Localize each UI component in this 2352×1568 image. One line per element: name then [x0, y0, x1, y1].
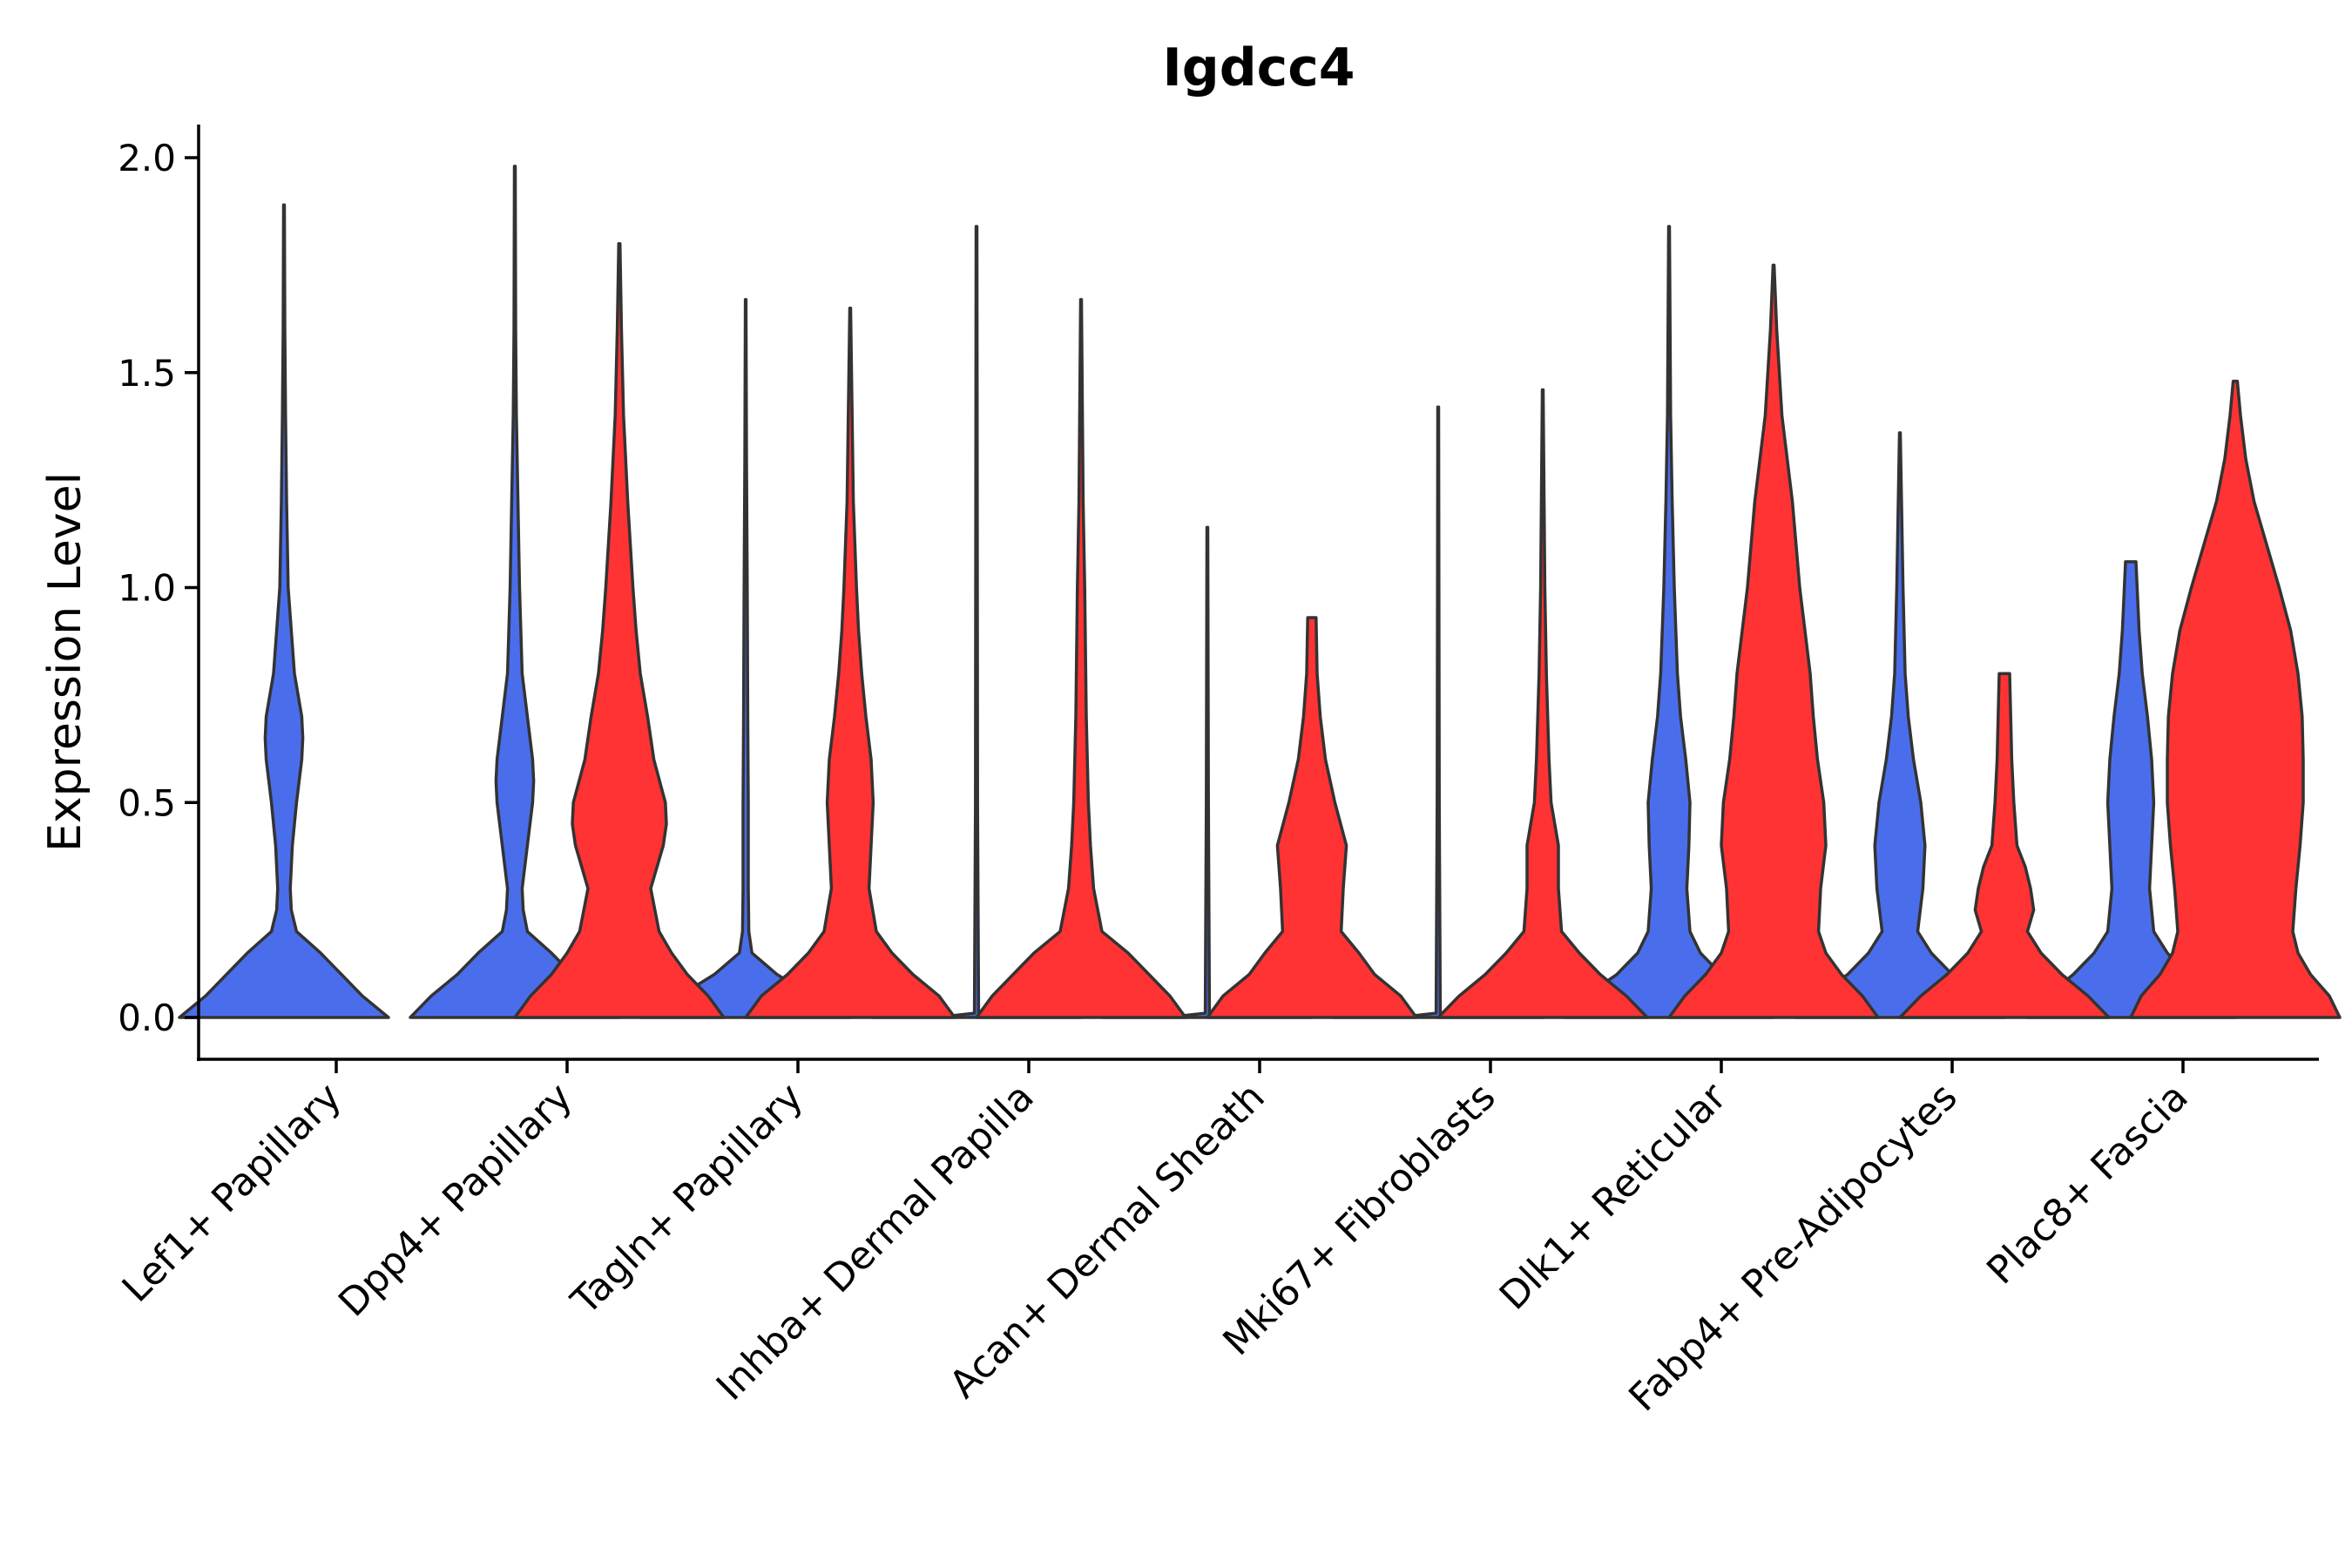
x-tick-label: Lef1+ Papillary [114, 1075, 350, 1311]
violin-group1-5 [1332, 405, 1544, 1019]
violin-group2-8 [2129, 379, 2342, 1019]
y-tick-label: 1.5 [118, 352, 176, 395]
x-tick-label: Dpp4+ Papillary [330, 1075, 581, 1326]
violin-group1-3 [870, 225, 1083, 1019]
violin-group2-3 [975, 298, 1187, 1019]
y-tick-label: 0.0 [118, 997, 176, 1039]
x-tick-label: Plac8+ Fascia [1978, 1075, 2197, 1294]
violin-group2-2 [744, 306, 956, 1019]
y-axis-label: Expression Level [39, 472, 91, 852]
violins-layer [178, 165, 2342, 1019]
x-tick-label: Dlk1+ Reticular [1491, 1074, 1736, 1319]
violin-group1-2 [639, 298, 852, 1019]
violin-group1-1 [409, 165, 621, 1019]
violin-group1-6 [1563, 225, 1775, 1019]
violin-group1-7 [1794, 431, 2006, 1019]
y-tick-label: 0.5 [118, 781, 176, 824]
violin-group2-5 [1436, 388, 1649, 1019]
y-tick-label: 2.0 [118, 137, 176, 179]
violin-group1-8 [2024, 560, 2237, 1019]
violin-group2-4 [1206, 616, 1418, 1019]
y-tick-label: 1.0 [118, 567, 176, 610]
violin-group1-0 [178, 203, 390, 1019]
violin-group2-7 [1898, 672, 2111, 1019]
chart-title: Igdcc4 [1162, 37, 1355, 98]
x-tick-label: Tagln+ Papillary [563, 1075, 812, 1324]
violin-group2-1 [513, 241, 726, 1019]
violin-group2-6 [1667, 263, 1880, 1019]
axes [197, 125, 2319, 1061]
y-ticks: 0.0 0.5 1.0 1.5 2.0 [118, 137, 199, 1039]
